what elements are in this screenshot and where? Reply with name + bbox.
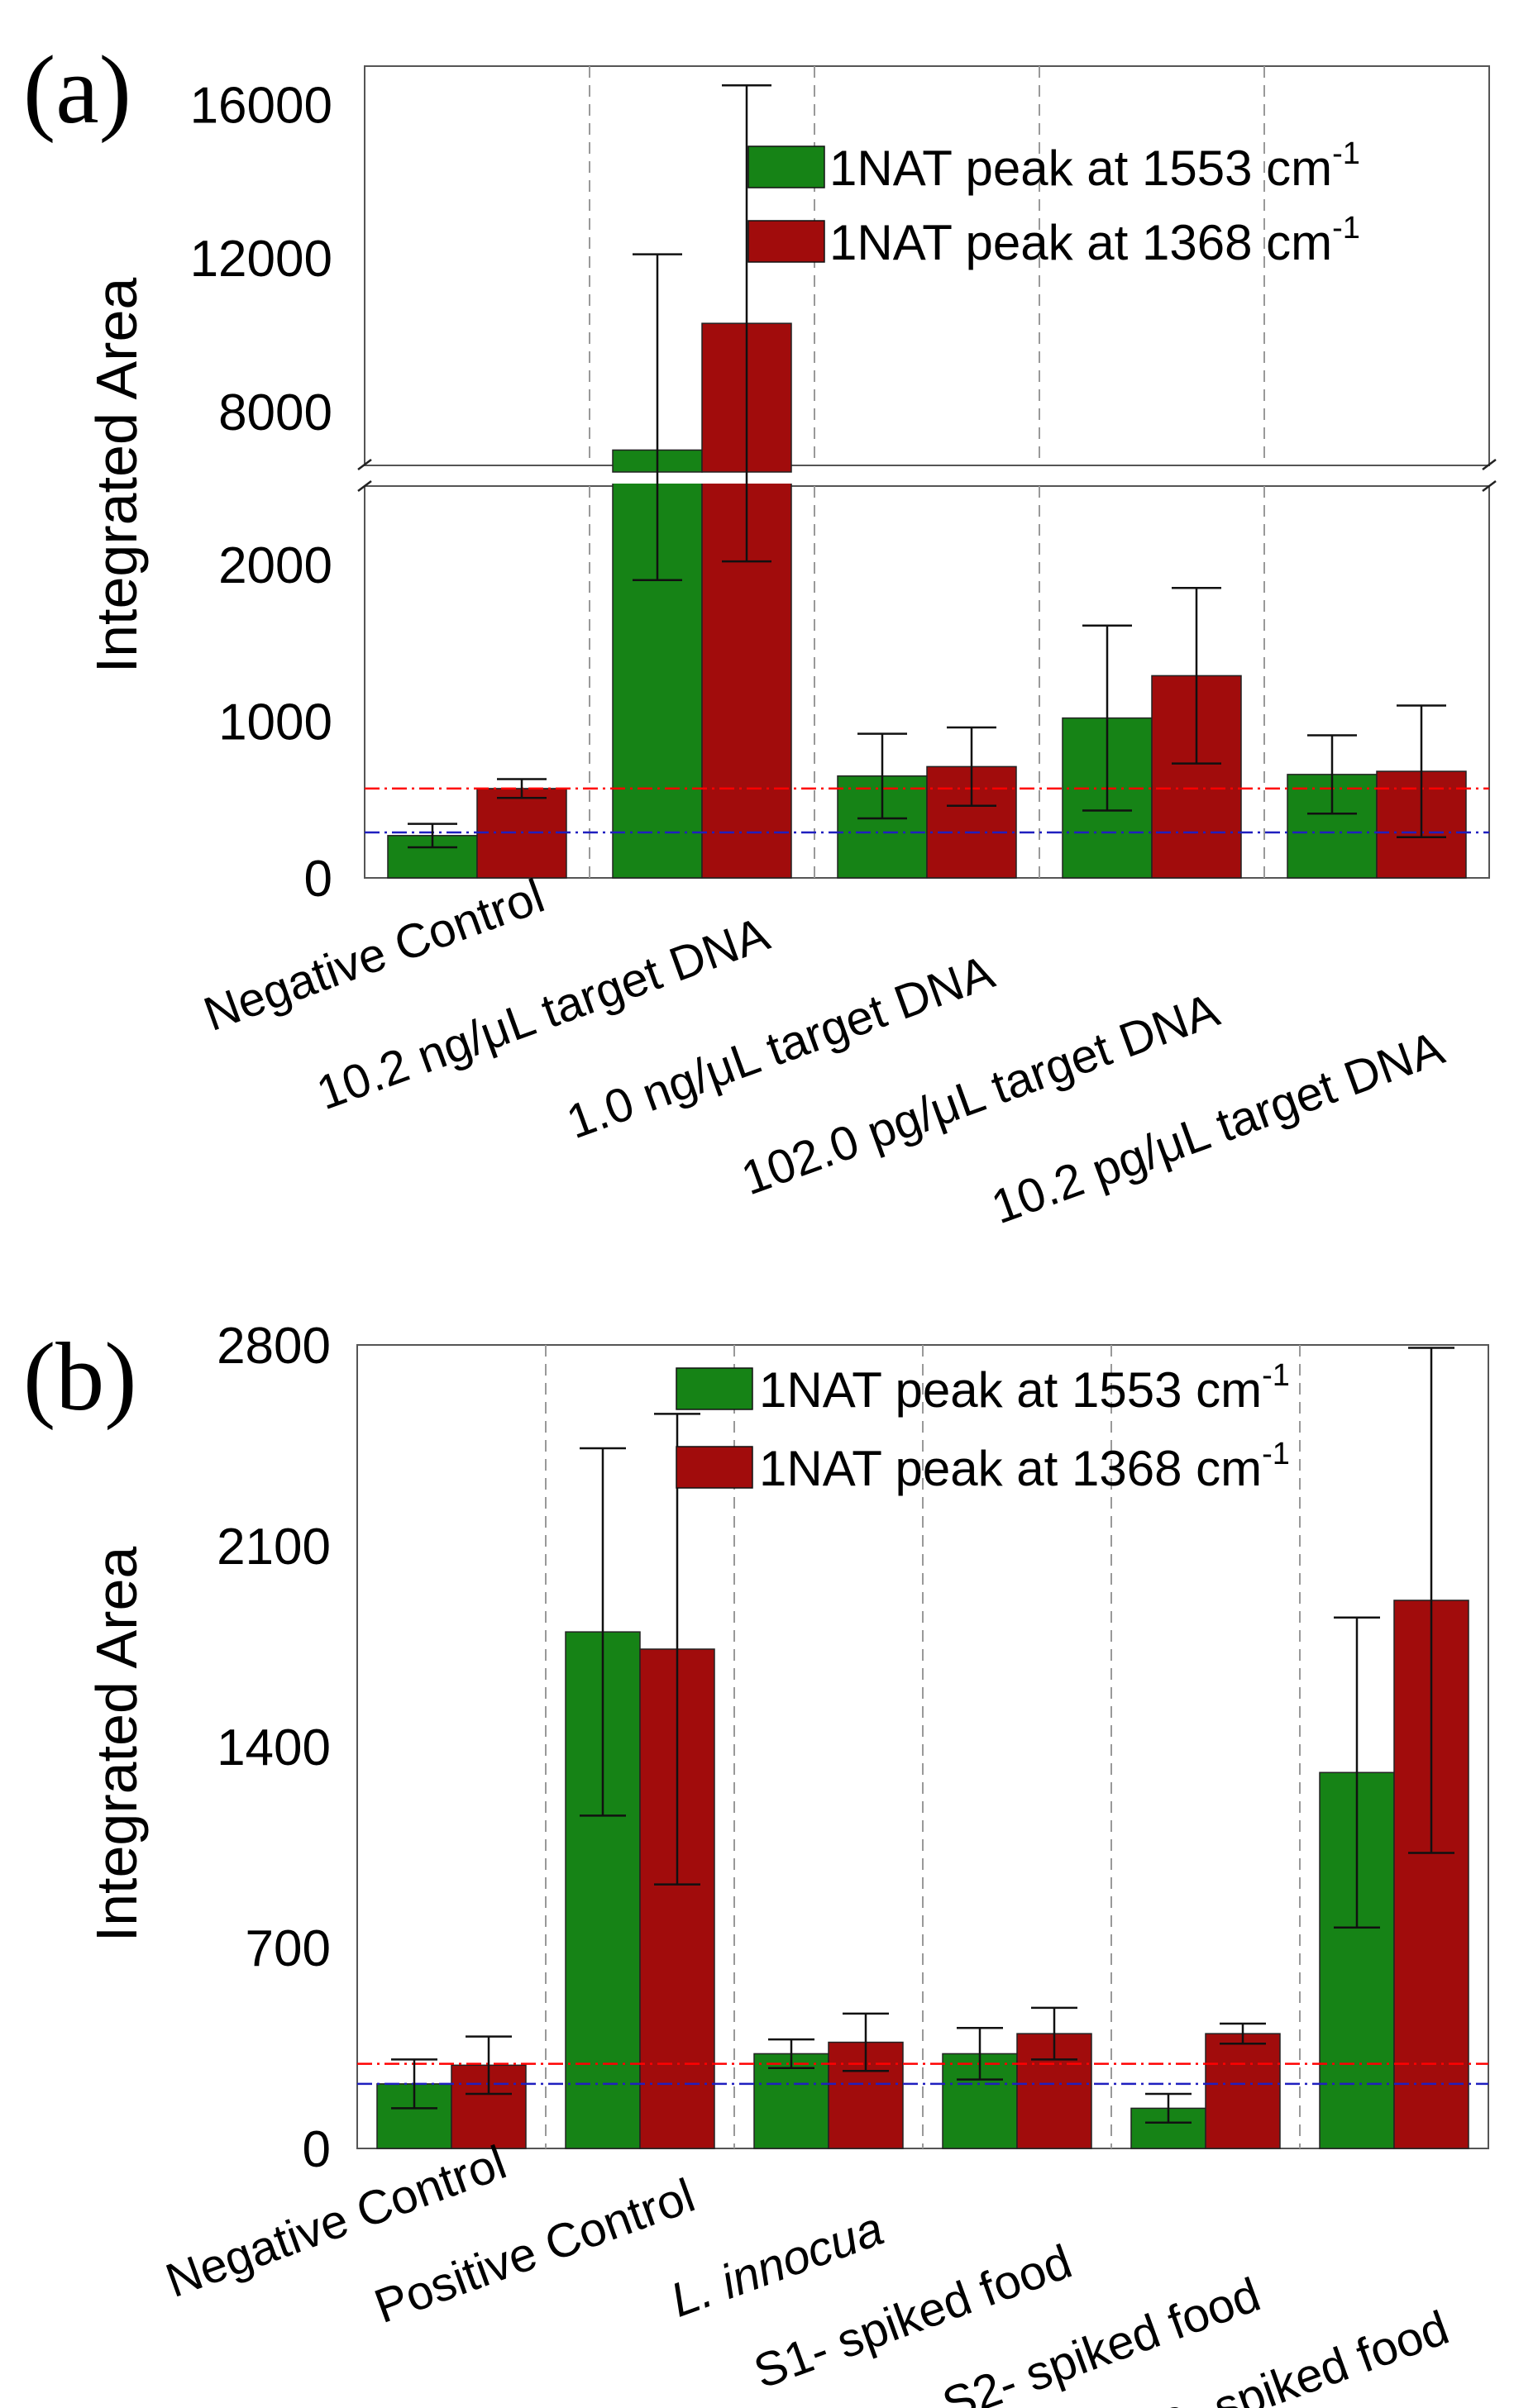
y-tick-label-8000: 8000 (218, 384, 332, 441)
errorbar-1553-s3-spiked-food (1334, 1616, 1380, 1929)
y-tick-label-0: 0 (303, 2121, 331, 2178)
errorbar-1553-1-0-ng-l-target-dna (857, 732, 907, 820)
errorbar-1368-negative-control (497, 778, 547, 799)
panel-a: (a) 0 1000 2000 8000 12000 16000 Negative Con… (23, 36, 1497, 1234)
y-ticks: 0 700 1400 2100 2800 (217, 1318, 331, 2178)
errorbar-1553-negative-control (408, 823, 457, 849)
panel-b: (b) 0 700 1400 2100 2800 Negative ControlPos… (23, 1318, 1489, 2408)
category-separators (545, 1345, 1301, 2148)
legend-label-1368: 1NAT peak at 1368 cm-1 (829, 211, 1360, 270)
errorbar-1368-102-0-pg-l-target-dna (1172, 586, 1221, 765)
error-bars (391, 1347, 1454, 2124)
y-tick-label-2800: 2800 (217, 1318, 331, 1375)
errorbar-1368-s1-spiked-food (1031, 2006, 1077, 2061)
upper-axis-frame (364, 65, 1490, 466)
panel-b-label: (b) (23, 1323, 137, 1431)
errorbar-1368-l-innocua (843, 2012, 889, 2072)
errorbar-1553-positive-control (580, 1447, 626, 1817)
y-tick-label-2000: 2000 (218, 537, 332, 594)
errorbar-1553-102-0-pg-l-target-dna (1082, 624, 1132, 812)
legend: 1NAT peak at 1553 cm-1 1NAT peak at 1368… (747, 136, 1360, 270)
legend-label-1553: 1NAT peak at 1553 cm-1 (759, 1358, 1290, 1418)
errorbar-1368-s3-spiked-food (1408, 1347, 1454, 1854)
errorbar-1368-positive-control (654, 1413, 700, 1886)
legend-swatch-1368 (676, 1446, 753, 1489)
legend: 1NAT peak at 1553 cm-1 1NAT peak at 1368… (676, 1358, 1290, 1496)
errorbar-1368-s2-spiked-food (1220, 2022, 1266, 2045)
bar-1368-s2-spiked-food (1205, 2033, 1281, 2149)
errorbar-1368-10-2-ng-l-target-dna (722, 83, 771, 563)
errorbar-1368-1-0-ng-l-target-dna (947, 726, 996, 808)
errorbar-1553-negative-control (391, 2058, 437, 2110)
legend-swatch-1368 (747, 220, 825, 263)
errorbar-1553-l-innocua (768, 2038, 814, 2070)
errorbar-1368-10-2-pg-l-target-dna (1397, 704, 1446, 838)
errorbar-1553-10-2-pg-l-target-dna (1307, 734, 1357, 815)
y-tick-label-700: 700 (246, 1920, 331, 1977)
bars (387, 322, 1467, 879)
legend-swatch-1553 (676, 1367, 753, 1410)
legend-label-1368: 1NAT peak at 1368 cm-1 (759, 1437, 1290, 1496)
axis-break-marks (357, 459, 1497, 492)
errorbar-1553-s1-spiked-food (957, 2026, 1003, 2081)
legend-label-1553: 1NAT peak at 1553 cm-1 (829, 136, 1360, 196)
y-tick-label-16000: 16000 (190, 77, 332, 134)
legend-swatch-1553 (747, 145, 825, 188)
errorbar-1553-s2-spiked-food (1145, 2092, 1192, 2124)
category-separators (589, 66, 1265, 878)
y-tick-label-1400: 1400 (217, 1719, 331, 1776)
y-ticks: 0 1000 2000 8000 12000 16000 (190, 77, 332, 908)
threshold-lines (365, 787, 1489, 834)
error-bars (408, 83, 1446, 849)
errorbar-1368-negative-control (466, 2035, 512, 2096)
bars (376, 1600, 1469, 2149)
y-axis-label: Integrated Area (84, 1547, 149, 1943)
y-axis-label: Integrated Area (84, 278, 149, 674)
y-tick-label-12000: 12000 (190, 231, 332, 288)
threshold-lines (357, 2062, 1488, 2086)
y-tick-label-0: 0 (304, 851, 332, 908)
panel-a-label: (a) (23, 36, 131, 144)
y-tick-label-1000: 1000 (218, 694, 332, 751)
errorbar-1553-10-2-ng-l-target-dna (633, 253, 682, 582)
y-tick-label-2100: 2100 (217, 1519, 331, 1576)
